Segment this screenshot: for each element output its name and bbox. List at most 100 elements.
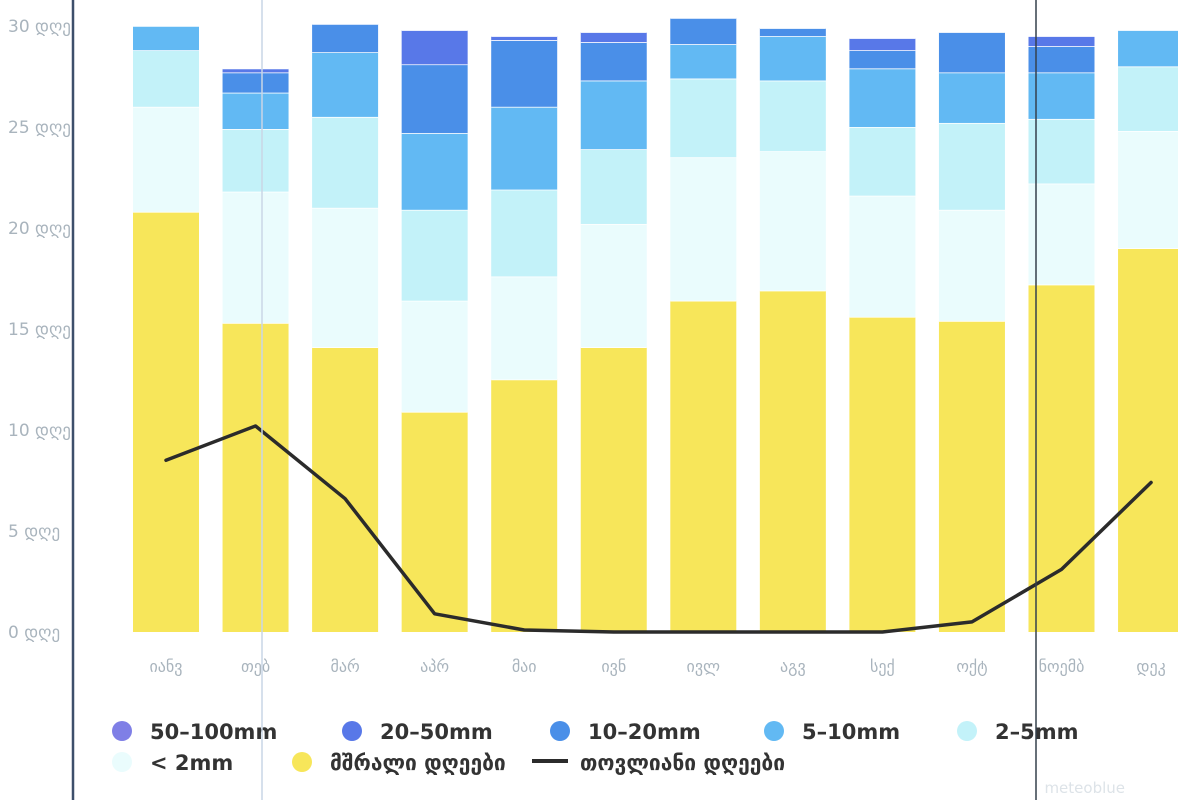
bar-segment bbox=[401, 133, 468, 210]
x-tick-label: სექ bbox=[870, 657, 895, 676]
legend-swatch bbox=[957, 721, 977, 741]
bar-segment bbox=[1028, 284, 1095, 632]
bar-segment bbox=[759, 290, 826, 632]
y-tick-label: 30 დღე bbox=[8, 17, 71, 37]
bar-segment bbox=[759, 28, 826, 37]
legend-label: 20–50mm bbox=[380, 720, 493, 744]
bar-segment bbox=[1028, 118, 1095, 184]
bar-segment bbox=[759, 151, 826, 291]
bar-segment bbox=[938, 32, 1005, 73]
y-axis: 0 დღე 5 დღე 10 დღე 15 დღე 20 დღე 25 დღე 30 დღე bbox=[8, 17, 71, 643]
y-tick-label: 5 დღე bbox=[8, 522, 60, 542]
bar-segment bbox=[849, 316, 916, 632]
bar-stack bbox=[670, 17, 737, 632]
legend-swatch bbox=[550, 721, 570, 741]
bar-segment bbox=[312, 52, 379, 117]
bar-segment bbox=[222, 322, 289, 632]
bar-segment bbox=[1028, 183, 1095, 285]
bar-segment bbox=[849, 38, 916, 51]
bar-segment bbox=[222, 129, 289, 192]
bar-segment bbox=[849, 127, 916, 196]
bar-segment bbox=[849, 50, 916, 69]
x-tick-label: მაი bbox=[512, 657, 537, 676]
bar-segment bbox=[491, 189, 558, 277]
bar-segment bbox=[312, 207, 379, 348]
snow-days-line bbox=[164, 424, 1153, 634]
bar-segment bbox=[938, 320, 1005, 632]
legend-label: 5–10mm bbox=[802, 720, 900, 744]
bar-segment bbox=[401, 64, 468, 134]
x-tick-label: დეკ bbox=[1136, 657, 1165, 676]
bar-segment bbox=[133, 26, 199, 51]
bar-stack bbox=[312, 23, 379, 632]
x-tick-label: ივნ bbox=[601, 657, 626, 676]
bar-segment bbox=[1028, 36, 1095, 47]
bar-segment bbox=[1118, 248, 1178, 632]
x-tick-label: აპრ bbox=[420, 657, 449, 676]
bar-segment bbox=[491, 106, 558, 190]
bar-segment bbox=[938, 72, 1005, 123]
bar-stack bbox=[401, 29, 468, 632]
bar-segment bbox=[580, 223, 647, 348]
legend-item: 5–10mm bbox=[764, 720, 900, 744]
bar-segment bbox=[1118, 131, 1178, 249]
bar-segment bbox=[670, 78, 737, 158]
bar-segment bbox=[580, 347, 647, 632]
legend-swatch bbox=[112, 721, 132, 741]
bar-segment bbox=[1028, 72, 1095, 119]
y-tick-label: 0 დღე bbox=[8, 623, 60, 643]
x-tick-label: იანვ bbox=[150, 657, 183, 676]
y-tick-label: 10 დღე bbox=[8, 421, 71, 441]
x-tick-label: მარ bbox=[330, 657, 359, 676]
bar-stack bbox=[491, 35, 558, 632]
y-tick-label: 20 დღე bbox=[8, 219, 71, 239]
bar-stack bbox=[133, 25, 199, 632]
legend-swatch bbox=[342, 721, 362, 741]
bar-segment bbox=[1028, 46, 1095, 73]
bar-stack bbox=[759, 27, 826, 632]
bar-segment bbox=[133, 106, 199, 212]
watermark-text: meteoblue bbox=[1044, 779, 1125, 797]
bar-segment bbox=[580, 149, 647, 224]
bar-segment bbox=[670, 44, 737, 79]
bar-segment bbox=[312, 23, 379, 53]
bar-stack bbox=[849, 37, 916, 632]
bar-segment bbox=[491, 40, 558, 107]
bar-stack bbox=[222, 67, 289, 632]
x-tick-label: აგვ bbox=[780, 657, 806, 676]
bar-segment bbox=[491, 36, 558, 41]
bar-segment bbox=[580, 32, 647, 43]
bar-segment bbox=[759, 80, 826, 152]
snow-days-line-layer bbox=[164, 424, 1153, 634]
bar-segment bbox=[401, 411, 468, 632]
legend-item: მშრალი დღეები bbox=[292, 751, 506, 775]
bar-segment bbox=[312, 347, 379, 632]
bar-stack bbox=[580, 31, 647, 632]
legend-label: თოვლიანი დღეები bbox=[580, 751, 785, 775]
bar-segment bbox=[938, 122, 1005, 210]
legend-item: 50–100mm bbox=[112, 720, 277, 744]
legend: 50–100mm 20–50mm 10–20mm 5–10mm 2–5mm < 2mm მშ… bbox=[112, 720, 1079, 775]
legend-item: < 2mm bbox=[112, 751, 233, 775]
x-tick-label: ნოემბ bbox=[1039, 657, 1085, 676]
bar-segment bbox=[1118, 66, 1178, 132]
bar-segment bbox=[670, 157, 737, 301]
legend-swatch bbox=[292, 752, 312, 772]
bar-segment bbox=[401, 209, 468, 301]
bar-segment bbox=[849, 68, 916, 127]
legend-label: < 2mm bbox=[150, 751, 233, 775]
bar-segment bbox=[401, 30, 468, 65]
bar-segment bbox=[491, 276, 558, 380]
bar-segment bbox=[849, 195, 916, 317]
y-tick-label: 15 დღე bbox=[8, 320, 71, 340]
bar-stack bbox=[938, 31, 1005, 632]
x-axis: იანვ თებ მარ აპრ მაი ივნ ივლ აგვ სექ ოქტ ნოემბ დეკ bbox=[150, 657, 1166, 676]
bar-segment bbox=[580, 80, 647, 150]
legend-item: 20–50mm bbox=[342, 720, 493, 744]
bar-segment bbox=[670, 300, 737, 632]
bar-segment bbox=[1118, 30, 1178, 67]
guide-lines bbox=[71, 0, 1037, 800]
y-tick-label: 25 დღე bbox=[8, 118, 71, 138]
bar-segment bbox=[491, 379, 558, 632]
